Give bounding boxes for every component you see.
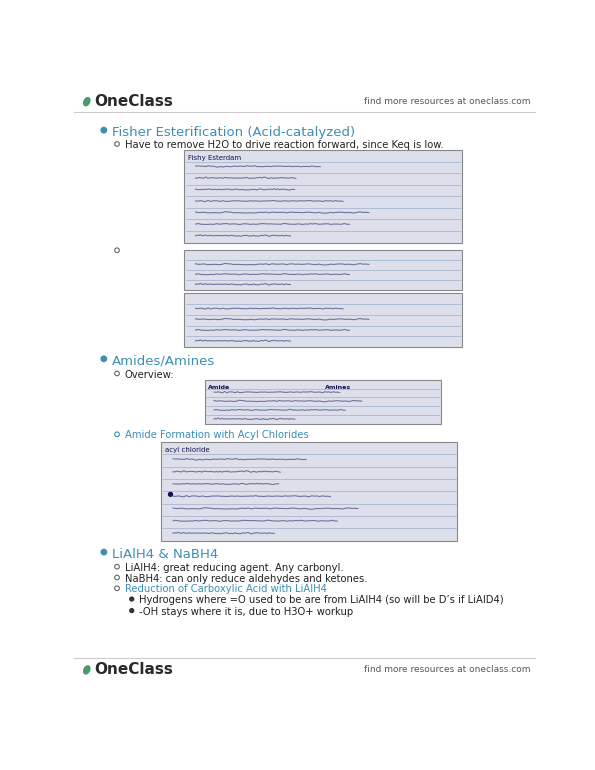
Text: -OH stays where it is, due to H3O+ workup: -OH stays where it is, due to H3O+ worku… — [139, 607, 353, 617]
Ellipse shape — [83, 665, 90, 675]
Text: Fishy Esterdam: Fishy Esterdam — [187, 155, 240, 161]
Circle shape — [130, 598, 134, 601]
FancyBboxPatch shape — [205, 380, 441, 424]
Text: Overview:: Overview: — [125, 370, 174, 380]
FancyBboxPatch shape — [184, 150, 462, 243]
Text: OneClass: OneClass — [95, 94, 173, 109]
Text: Reduction of Carboxylic Acid with LiAlH4: Reduction of Carboxylic Acid with LiAlH4 — [125, 584, 327, 594]
Text: LiAlH4: great reducing agent. Any carbonyl.: LiAlH4: great reducing agent. Any carbon… — [125, 563, 343, 573]
Text: Amides/Amines: Amides/Amines — [112, 355, 215, 368]
Text: OneClass: OneClass — [95, 662, 173, 678]
FancyBboxPatch shape — [184, 250, 462, 290]
Circle shape — [130, 608, 134, 613]
Text: Amide Formation with Acyl Chlorides: Amide Formation with Acyl Chlorides — [125, 430, 308, 440]
Circle shape — [101, 550, 107, 554]
Text: find more resources at oneclass.com: find more resources at oneclass.com — [364, 97, 530, 106]
Text: find more resources at oneclass.com: find more resources at oneclass.com — [364, 665, 530, 675]
FancyBboxPatch shape — [184, 293, 462, 347]
Circle shape — [101, 356, 107, 361]
FancyBboxPatch shape — [161, 442, 457, 541]
Circle shape — [168, 493, 173, 496]
Ellipse shape — [83, 97, 90, 106]
Text: Amines: Amines — [325, 385, 351, 390]
Text: Fisher Esterification (Acid-catalyzed): Fisher Esterification (Acid-catalyzed) — [112, 126, 355, 139]
Text: LiAlH4 & NaBH4: LiAlH4 & NaBH4 — [112, 548, 218, 561]
Text: NaBH4: can only reduce aldehydes and ketones.: NaBH4: can only reduce aldehydes and ket… — [125, 574, 367, 584]
Text: Amide: Amide — [208, 385, 231, 390]
Text: Have to remove H2O to drive reaction forward, since Keq is low.: Have to remove H2O to drive reaction for… — [125, 140, 443, 150]
Text: Hydrogens where =O used to be are from LiAlH4 (so will be D’s if LiAID4): Hydrogens where =O used to be are from L… — [139, 595, 504, 605]
Text: acyl chloride: acyl chloride — [165, 447, 209, 454]
Circle shape — [101, 127, 107, 132]
